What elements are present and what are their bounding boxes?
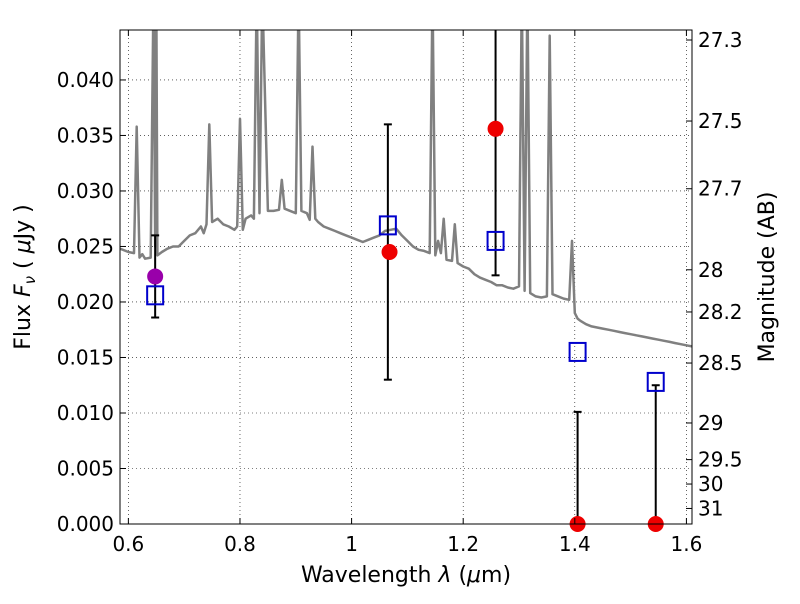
x-tick-label: 1.2	[447, 532, 479, 556]
y-tick-label: 0.010	[57, 401, 114, 425]
y-tick-label: 0.020	[57, 290, 114, 314]
y-axis-title-mu: μ	[11, 239, 36, 254]
x-tick-label: 0.6	[112, 532, 144, 556]
y-axis-title-var: F	[11, 284, 36, 297]
y2-tick-label: 28	[698, 258, 723, 282]
x-axis-title-post: (	[451, 563, 467, 588]
x-tick-label: 0.8	[224, 532, 256, 556]
x-tick-label: 1	[345, 532, 358, 556]
model-flux-square-marker	[486, 230, 505, 251]
y2-tick-label: 29	[698, 411, 723, 435]
y2-tick-label: 27.5	[698, 109, 743, 133]
plot-frame	[119, 29, 693, 525]
y-axis-title-sub: ν	[21, 276, 39, 284]
observed-flux-point	[147, 268, 164, 285]
marker-layer	[146, 30, 665, 532]
y2-tick-label: 27.7	[698, 177, 743, 201]
x-tick-label: 1.6	[671, 532, 703, 556]
x-tick-label: 1.4	[559, 532, 591, 556]
y2-tick-label: 29.5	[698, 448, 743, 472]
data-layer	[120, 30, 692, 348]
y2-axis-title: Magnitude (AB)	[755, 192, 780, 363]
x-axis-title-mu: μ	[466, 563, 481, 588]
observed-flux-point	[381, 244, 398, 261]
grid	[120, 30, 692, 525]
y-axis-title: Flux Fν ( μJy )	[11, 204, 39, 349]
model-spectrum-line	[120, 30, 692, 348]
x-axis-title-pre: Wavelength	[301, 563, 439, 588]
y-tick-label: 0.025	[57, 234, 114, 258]
y-tick-label: 0.035	[57, 123, 114, 147]
model-flux-square-marker	[646, 371, 665, 392]
model-flux-square-marker	[146, 285, 165, 306]
y2-tick-label: 31	[698, 496, 723, 520]
y-axis-title-post: (	[11, 253, 36, 276]
y-axis-title-unit: Jy )	[11, 204, 36, 241]
y2-tick-label: 28.5	[698, 351, 743, 375]
y-axis-title-pre: Flux	[11, 297, 36, 350]
y-tick-label: 0.015	[57, 345, 114, 369]
x-axis-title-unit: m)	[481, 563, 511, 588]
y-tick-label: 0.040	[57, 68, 114, 92]
y-tick-label: 0.005	[57, 456, 114, 480]
y-tick-label: 0.000	[57, 512, 114, 536]
x-axis-title: Wavelength λ (μm)	[301, 563, 511, 588]
y2-tick-label: 27.3	[698, 28, 743, 52]
ticks: 0.6 0.8 1 1.2 1.4 1.6 0.000 0.005 0.010 0.015 0.02…	[57, 28, 743, 556]
y-tick-label: 0.030	[57, 179, 114, 203]
y2-tick-label: 28.2	[698, 300, 743, 324]
y2-tick-label: 30	[698, 472, 723, 496]
model-flux-square-marker	[568, 341, 587, 362]
x-axis-title-var: λ	[437, 563, 451, 588]
model-flux-square-marker	[378, 215, 397, 236]
observed-flux-point	[487, 120, 504, 137]
